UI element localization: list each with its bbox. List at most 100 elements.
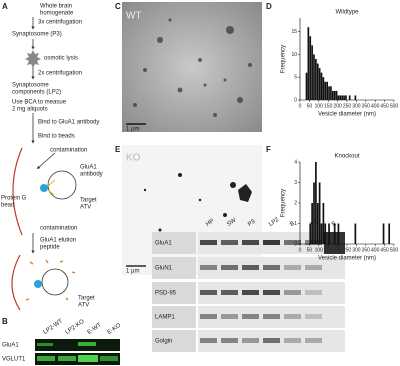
band xyxy=(242,240,259,245)
bar xyxy=(313,182,315,244)
bar xyxy=(324,223,327,244)
bar xyxy=(326,81,328,100)
band xyxy=(242,290,259,295)
x-tick-label: 300 xyxy=(352,247,361,253)
step: Synaptosome (P3) xyxy=(12,32,62,38)
panel-label: E xyxy=(115,145,121,154)
lane-label: SW xyxy=(226,217,238,228)
bar xyxy=(328,86,330,100)
x-tick-label: 200 xyxy=(333,103,342,109)
bar xyxy=(309,36,312,100)
band xyxy=(284,290,301,295)
step-note: Bind to beads xyxy=(38,134,75,140)
annotation: bead xyxy=(1,203,14,209)
lane-label: B xyxy=(289,221,296,228)
y-tick-label: 0 xyxy=(294,97,297,103)
row-label-box xyxy=(152,232,196,254)
row-label: PSD-95 xyxy=(155,291,177,297)
step: Whole brain xyxy=(40,4,72,10)
row-label: LAMP1 xyxy=(155,315,175,321)
row-label-box xyxy=(152,330,196,352)
row-label-box xyxy=(152,306,196,328)
row-label: GluN1 xyxy=(155,266,173,272)
annotation: GluA1 xyxy=(80,165,97,171)
y-tick-label: 4 xyxy=(294,159,297,165)
x-tick-label: 500 xyxy=(390,103,399,109)
band xyxy=(305,290,322,295)
row-label-box xyxy=(152,257,196,279)
peptide xyxy=(25,259,76,301)
panel-label: A xyxy=(2,2,8,11)
x-tick-label: 350 xyxy=(362,247,371,253)
step-note: 2x centrifugation xyxy=(38,71,82,77)
antibody xyxy=(47,179,56,196)
y-tick-label: 10 xyxy=(291,52,297,58)
panel-label: B xyxy=(2,317,8,326)
step-note: osmotic lysis xyxy=(44,56,78,62)
step-note: Bind to GluA1 antibody xyxy=(38,120,99,126)
x-tick-label: 200 xyxy=(333,247,342,253)
scale-bar-label: 1 µm xyxy=(126,269,139,275)
x-tick-label: 0 xyxy=(299,103,302,109)
bar xyxy=(343,95,345,100)
row-label: GluA1 xyxy=(155,241,172,247)
bar xyxy=(307,27,310,100)
panel-c: WT 1 µm xyxy=(122,2,262,133)
bar xyxy=(333,90,336,100)
band xyxy=(200,314,217,319)
annotation: antibody xyxy=(80,172,103,178)
y-tick-label: 0 xyxy=(294,241,297,247)
bar xyxy=(328,223,330,244)
bar xyxy=(354,95,357,100)
bar xyxy=(388,223,391,244)
y-tick-label: 15 xyxy=(291,29,297,35)
bead-surface xyxy=(11,254,21,311)
band xyxy=(221,338,238,343)
image-label: WT xyxy=(126,11,142,22)
lane-label: E-WT xyxy=(87,322,103,336)
band xyxy=(242,338,259,343)
y-axis-label: Frequency xyxy=(281,189,287,217)
y-tick-label: 5 xyxy=(294,75,297,81)
band xyxy=(284,265,301,270)
y-tick-label: 3 xyxy=(294,180,297,186)
annotation: Target xyxy=(80,198,97,204)
lane-label: FT xyxy=(310,219,320,228)
annotation: GluA1 elution xyxy=(40,238,76,244)
x-tick-label: 150 xyxy=(324,103,333,109)
band xyxy=(221,265,238,270)
step-note: 3x centrifugation xyxy=(38,20,82,26)
bar xyxy=(333,223,336,244)
bar xyxy=(320,72,323,100)
vesicle xyxy=(41,268,69,296)
y-tick-label: 2 xyxy=(294,200,297,206)
step: 2 mg aliquots xyxy=(12,107,48,113)
x-axis-label: Vesicle diameter (nm) xyxy=(318,256,376,262)
bar xyxy=(318,182,321,244)
bar xyxy=(341,95,344,100)
panel-label: D xyxy=(266,2,272,11)
x-tick-label: 50 xyxy=(307,103,313,109)
y-tick-label: 1 xyxy=(294,221,297,227)
x-tick-label: 50 xyxy=(307,247,313,253)
antibody-bead xyxy=(34,280,42,288)
bar xyxy=(318,68,321,100)
chart-title: Knockout xyxy=(334,154,359,160)
bead-surface xyxy=(12,147,23,236)
x-tick-label: 300 xyxy=(352,103,361,109)
annotation: ATV xyxy=(80,205,91,211)
band xyxy=(284,240,301,245)
x-tick-label: 100 xyxy=(315,103,324,109)
y-axis-label: Frequency xyxy=(281,45,287,73)
band xyxy=(221,240,238,245)
step: Use BCA to measue xyxy=(12,100,67,106)
annotation: contamination xyxy=(50,148,87,154)
band xyxy=(305,338,322,343)
bar xyxy=(322,203,325,244)
x-tick-label: 250 xyxy=(343,103,352,109)
lane-label: HP xyxy=(205,218,215,228)
band xyxy=(263,240,280,245)
